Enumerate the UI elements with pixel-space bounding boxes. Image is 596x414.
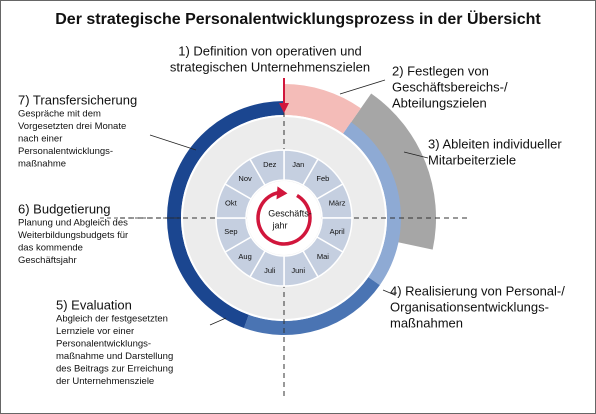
- leader-line: [209, 317, 227, 326]
- center-label: Geschäfts-: [268, 208, 312, 218]
- month-label: Mai: [317, 252, 329, 261]
- month-segment: [248, 149, 285, 187]
- month-label: Aug: [238, 252, 251, 261]
- step-description: des Beitrags zur Erreichung: [56, 364, 173, 375]
- step-title: 4) Realisierung von Personal-/: [390, 283, 565, 298]
- month-label: Juli: [264, 266, 276, 275]
- step-description: das kommende: [18, 243, 83, 254]
- month-label: Okt: [225, 199, 238, 208]
- month-label: Feb: [316, 174, 329, 183]
- step-title: 6) Budgetierung: [18, 201, 111, 216]
- step-title: 1) Definition von operativen und: [178, 43, 362, 58]
- step-description: der Unternehmensziele: [56, 376, 154, 387]
- step-description: maßnahme: [18, 159, 66, 170]
- medium-blue-arc: [243, 277, 380, 335]
- month-label: Sep: [224, 227, 237, 236]
- step-description: Vorgesetzten drei Monate: [18, 121, 126, 132]
- month-label: Nov: [238, 174, 252, 183]
- step-title: strategischen Unternehmenszielen: [170, 59, 370, 74]
- step-description: Lernziele vor einer: [56, 326, 134, 337]
- month-label: Juni: [291, 266, 305, 275]
- step-title: Mitarbeiterziele: [428, 152, 516, 167]
- step-title: 2) Festlegen von: [392, 63, 489, 78]
- cycle-arrow-head: [276, 186, 288, 200]
- leader-line: [382, 289, 396, 296]
- step-title: Geschäftsbereichs-/: [392, 79, 508, 94]
- step-description: Abgleich der festgesetzten: [56, 314, 168, 325]
- leader-line: [149, 134, 197, 151]
- month-label: April: [330, 227, 345, 236]
- step-description: Geschäftsjahr: [18, 255, 77, 266]
- step-title: Organisationsentwicklungs-: [390, 299, 549, 314]
- cycle-arrow: [256, 190, 312, 246]
- step-description: Planung und Abgleich des: [18, 218, 128, 229]
- step-description: maßnahme und Darstellung: [56, 351, 173, 362]
- step-description: Gespräche mit dem: [18, 109, 101, 120]
- step-title: maßnahmen: [390, 315, 463, 330]
- grey-arc: [347, 93, 437, 250]
- step-description: nach einer: [18, 134, 62, 145]
- step-title: 5) Evaluation: [56, 297, 132, 312]
- step-description: Personalentwicklungs-: [56, 339, 151, 350]
- title: Der strategische Personalentwicklungspro…: [55, 9, 541, 28]
- month-label: Dez: [263, 160, 277, 169]
- step-title: Abteilungszielen: [392, 95, 487, 110]
- step-title: 7) Transfersicherung: [18, 92, 137, 107]
- month-label: Jan: [292, 160, 304, 169]
- leader-line: [403, 151, 429, 159]
- start-arrow-head: [279, 103, 289, 113]
- dark-blue-arc: [166, 101, 284, 328]
- step-title: 3) Ableiten individueller: [428, 136, 562, 151]
- pink-arc: [284, 84, 361, 134]
- light-blue-arc: [343, 122, 401, 286]
- center-label: jahr: [271, 220, 287, 230]
- leader-line: [339, 79, 386, 95]
- step-description: Personalentwicklungs-: [18, 146, 113, 157]
- month-label: März: [329, 199, 346, 208]
- step-description: Weiterbildungsbudgets für: [18, 230, 128, 241]
